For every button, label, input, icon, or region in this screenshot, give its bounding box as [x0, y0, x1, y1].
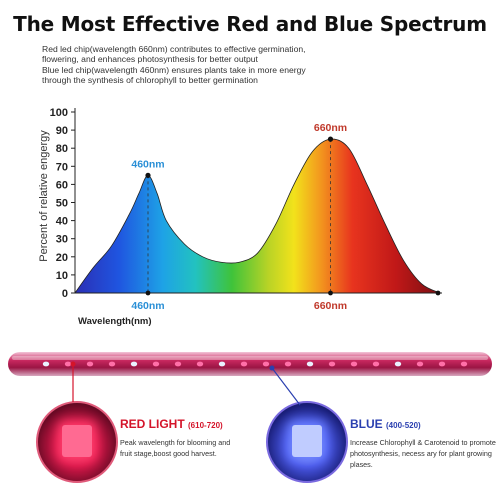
spectrum-outline: [74, 138, 441, 294]
x-tick-label: 460nm: [131, 300, 164, 312]
red-light-line: Peak wavelength for blooming and: [120, 438, 231, 447]
x-tick-dot: [145, 290, 151, 296]
peak-label: 660nm: [314, 122, 347, 134]
led-chip: [438, 361, 446, 367]
spectrum-chart: 0 10 20 30 40 50 60 70 80 90 100 460nm 460nm 660nm 660…: [38, 107, 442, 327]
led-chip: [64, 361, 72, 367]
led-chip: [284, 361, 292, 367]
description-line: through the synthesis of chlorophyll to …: [42, 75, 258, 86]
red-light-label: RED LIGHT: [120, 417, 185, 431]
led-chip: [328, 361, 336, 367]
peak-label: 460nm: [131, 158, 164, 170]
led-chip: [372, 361, 380, 367]
peak-dot: [327, 136, 334, 142]
y-tick-label: 100: [50, 107, 68, 119]
led-chip: [218, 361, 226, 367]
blue-light-heading: BLUE (400-520): [350, 417, 421, 431]
led-chip: [460, 361, 468, 367]
x-tick-dot: [328, 290, 333, 296]
y-axis-label: Percent of relative engergy: [38, 130, 50, 262]
peak-dot: [145, 172, 151, 178]
page-title: The Most Effective Red and Blue Spectrum: [13, 12, 487, 36]
led-chip: [42, 361, 50, 367]
blue-light-text: Increase Chlorophyll & Carotenoid to pro…: [350, 437, 496, 470]
led-chip: [174, 361, 182, 367]
description-line: flowering, and enhances photosynthesis f…: [42, 54, 258, 65]
led-chip: [152, 361, 160, 367]
y-tick-label: 20: [56, 252, 68, 264]
y-tick-label: 0: [62, 288, 68, 300]
description-line: Red led chip(wavelength 660nm) contribut…: [42, 44, 306, 54]
red-light-text: Peak wavelength for blooming and fruit s…: [120, 437, 230, 459]
led-chip: [108, 361, 116, 367]
red-light-range: (610-720): [188, 421, 223, 430]
led-chip: [240, 361, 248, 367]
description: Red led chip(wavelength 660nm) contribut…: [42, 44, 482, 86]
led-strip-body: [8, 352, 492, 376]
led-chip: [130, 361, 138, 367]
y-tick-label: 50: [56, 198, 68, 210]
led-chip: [394, 361, 402, 367]
red-light-line: fruit stage,boost good harvest.: [120, 449, 217, 458]
blue-led-chip-photo: [266, 401, 348, 483]
blue-light-line: plases.: [350, 460, 373, 469]
y-tick-label: 10: [56, 270, 68, 282]
y-tick-label: 80: [56, 143, 68, 155]
led-chip: [262, 361, 270, 367]
y-tick-label: 60: [56, 179, 68, 191]
description-line: Blue led chip(wavelength 460nm) ensures …: [42, 64, 306, 75]
blue-light-range: (400-520): [386, 421, 421, 430]
blue-light-line: photosynthesis, necess ary for plant gro…: [350, 449, 492, 458]
red-light-heading: RED LIGHT (610-720): [120, 417, 223, 431]
blue-light-line: Increase Chlorophyll & Carotenoid to pro…: [350, 438, 496, 447]
x-tick-label: 660nm: [314, 300, 347, 312]
led-chip: [86, 361, 94, 367]
red-led-chip-photo: [36, 401, 118, 483]
led-strip: [8, 352, 492, 376]
led-chip: [306, 361, 314, 367]
led-chip: [196, 361, 204, 367]
y-tick-label: 30: [56, 234, 68, 246]
x-axis-label: Wavelength(nm): [78, 316, 152, 327]
x-axis-end-dot: [435, 290, 441, 296]
led-chip: [416, 361, 424, 367]
y-tick-label: 70: [56, 161, 68, 173]
led-chip: [350, 361, 358, 367]
spectrum-area: [75, 139, 440, 293]
blue-light-label: BLUE: [350, 417, 383, 431]
y-tick-label: 90: [56, 125, 68, 137]
y-tick-label: 40: [56, 216, 68, 228]
